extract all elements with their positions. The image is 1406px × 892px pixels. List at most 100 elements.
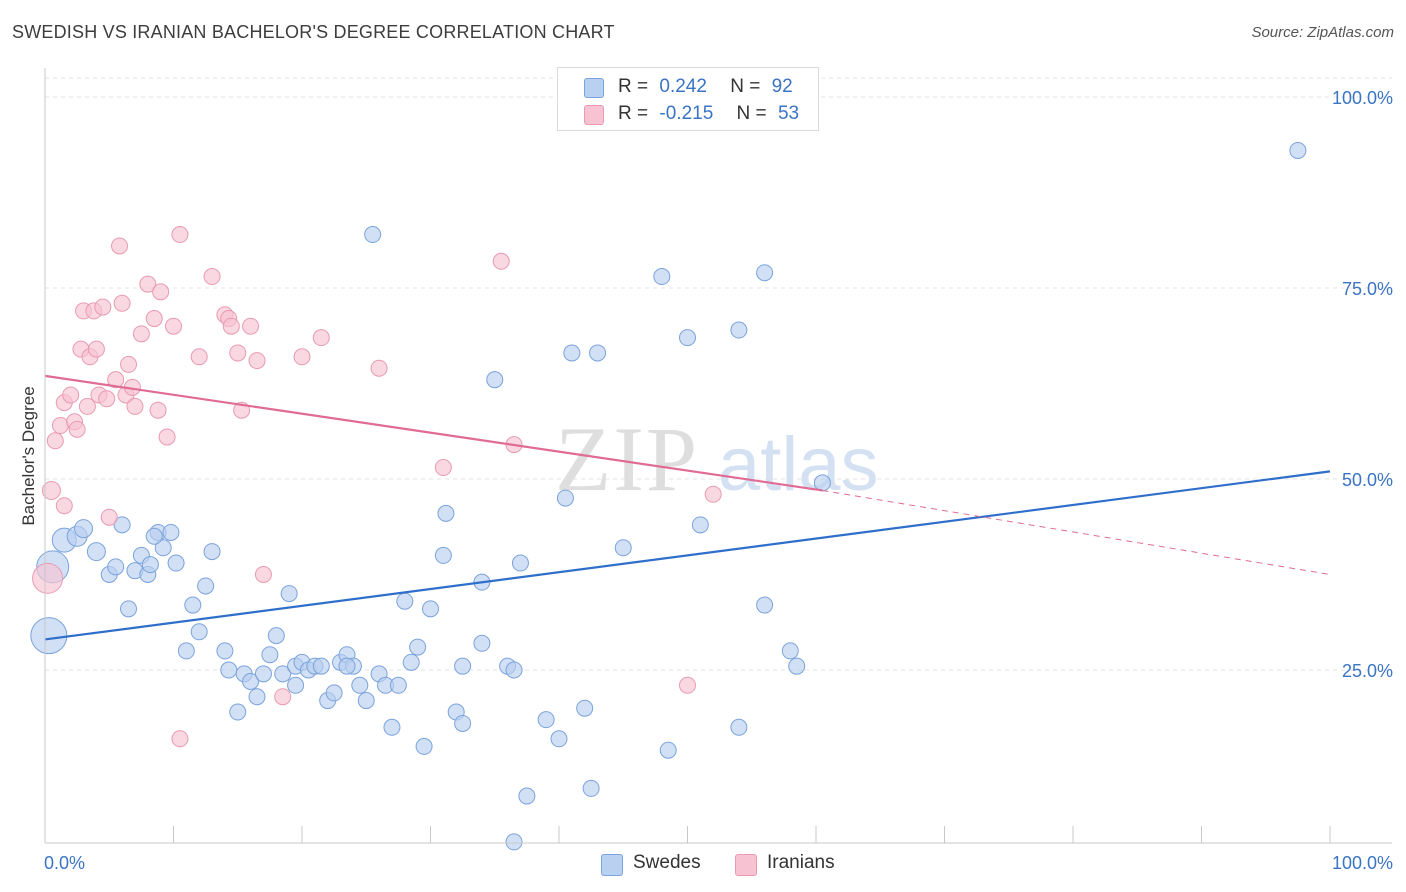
point-swedes (261, 646, 279, 664)
point-swedes (415, 737, 433, 755)
points-layer (30, 141, 1307, 851)
point-iranians (41, 480, 61, 500)
point-iranians (171, 730, 189, 748)
point-iranians (293, 348, 311, 366)
legend-r-label: R = (618, 76, 649, 97)
y-tick-label: 75.0% (1342, 279, 1393, 299)
point-swedes (287, 676, 305, 694)
point-swedes (691, 516, 709, 534)
point-swedes (154, 539, 172, 557)
point-swedes (396, 592, 414, 610)
point-iranians (46, 432, 64, 450)
point-iranians (62, 386, 80, 404)
legend-swatch-swedes (601, 854, 623, 876)
legend-text-swedes: R = 0.242 N = 92 (618, 76, 793, 98)
point-swedes (505, 661, 523, 679)
point-swedes (679, 329, 696, 347)
point-swedes (614, 539, 632, 557)
point-iranians (111, 237, 129, 255)
point-swedes (409, 638, 427, 656)
point-iranians (171, 226, 189, 244)
legend-label-swedes: Swedes (633, 852, 701, 873)
point-swedes (730, 718, 748, 736)
point-swedes (582, 779, 600, 797)
y-tick-label: 50.0% (1342, 470, 1393, 490)
point-swedes (113, 516, 131, 534)
point-swedes (74, 519, 94, 539)
point-iranians (68, 420, 86, 438)
point-iranians (229, 344, 247, 362)
point-iranians (165, 317, 182, 335)
point-iranians (434, 459, 452, 477)
point-swedes (389, 676, 407, 694)
point-swedes (576, 699, 594, 717)
point-iranians (242, 317, 260, 335)
point-swedes (422, 600, 439, 618)
legend-swatch-swedes (584, 78, 604, 98)
point-swedes (325, 684, 343, 702)
chart-source: Source: ZipAtlas.com (1251, 24, 1394, 41)
point-iranians (152, 283, 170, 301)
point-swedes (162, 523, 180, 541)
legend-n-value: 92 (771, 76, 793, 97)
watermark-zip: ZIP (555, 408, 699, 510)
legend-text-iranians: R = -0.215 N = 53 (618, 103, 799, 125)
y-tick-label: 25.0% (1342, 661, 1393, 681)
point-swedes (267, 627, 285, 645)
point-swedes (486, 371, 504, 389)
correlation-legend: R = 0.242 N = 92 R = -0.215 N = 53 (557, 67, 819, 131)
point-swedes (216, 642, 234, 660)
axes-layer (44, 68, 1392, 844)
point-iranians (32, 562, 64, 594)
point-iranians (87, 340, 105, 358)
point-swedes (203, 543, 221, 561)
point-swedes (730, 321, 748, 339)
point-swedes (563, 344, 581, 362)
point-iranians (139, 275, 157, 293)
point-swedes (364, 226, 382, 244)
point-iranians (679, 676, 696, 694)
legend-r-value: 0.242 (659, 76, 707, 97)
series-legend: Swedes Iranians (0, 852, 1406, 878)
point-swedes (197, 577, 215, 595)
x-tick-label-max: 100.0% (1332, 853, 1393, 873)
point-iranians (149, 401, 167, 419)
legend-r-label: R = (618, 103, 649, 124)
point-iranians (274, 688, 292, 706)
x-tick-label-min: 0.0% (44, 853, 85, 873)
point-swedes (280, 585, 298, 603)
trend-line-swedes (44, 470, 1331, 641)
point-swedes (505, 833, 523, 851)
point-iranians (132, 325, 150, 343)
point-iranians (254, 566, 272, 583)
point-swedes (1289, 141, 1307, 159)
point-iranians (492, 252, 510, 270)
point-swedes (756, 596, 774, 614)
point-swedes (653, 268, 671, 286)
point-swedes (351, 676, 369, 694)
point-iranians (98, 390, 116, 408)
point-iranians (126, 397, 144, 415)
point-swedes (177, 642, 195, 660)
point-swedes (537, 711, 555, 729)
point-swedes (145, 527, 163, 545)
point-swedes (454, 657, 472, 675)
point-iranians (248, 352, 266, 370)
point-iranians (107, 371, 125, 389)
legend-n-label: N = (736, 103, 767, 124)
grid-layer (45, 77, 1392, 671)
point-swedes (550, 730, 568, 748)
point-swedes (107, 558, 125, 576)
point-swedes (30, 617, 68, 655)
point-swedes (659, 741, 677, 759)
point-swedes (190, 623, 208, 641)
point-iranians (145, 310, 163, 328)
point-iranians (370, 359, 388, 377)
point-swedes (781, 642, 799, 660)
point-iranians (55, 497, 73, 515)
point-iranians (222, 317, 240, 335)
point-swedes (242, 672, 260, 690)
point-swedes (434, 546, 452, 564)
point-swedes (220, 661, 238, 679)
